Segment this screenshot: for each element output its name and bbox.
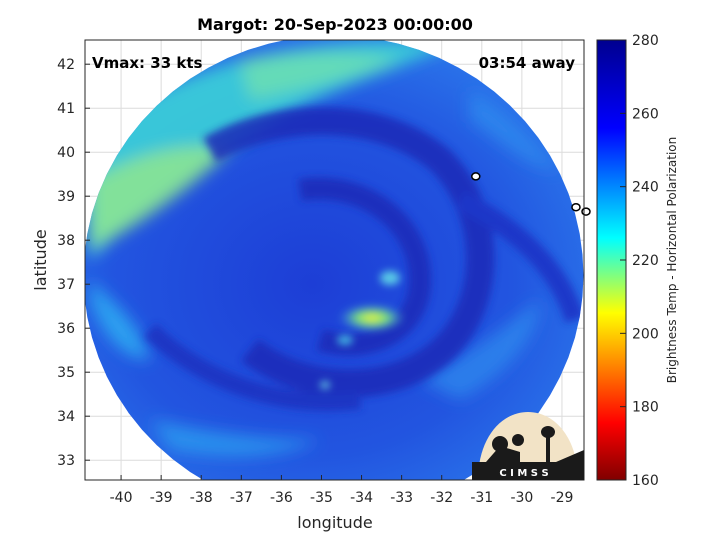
y-tick-label: 35 [57, 365, 75, 381]
island-outline [571, 202, 581, 212]
island-outline [471, 172, 481, 181]
x-tick-label: -39 [150, 490, 173, 506]
island-outlines [471, 172, 591, 216]
x-tick-label: -35 [310, 490, 333, 506]
x-tick-label: -34 [350, 490, 373, 506]
y-axis-label: latitude [31, 229, 50, 290]
x-tick-label: -29 [551, 490, 574, 506]
y-tick-label: 42 [57, 57, 75, 73]
colorbar-tick-label: 200 [632, 326, 659, 342]
y-axis-ticks: 33 34 35 36 37 38 39 40 41 42 [57, 57, 90, 469]
colorbar-tick-label: 220 [632, 253, 659, 269]
y-tick-label: 38 [57, 233, 75, 249]
x-tick-label: -36 [270, 490, 293, 506]
y-tick-label: 37 [57, 277, 75, 293]
y-tick-label: 40 [57, 145, 75, 161]
x-tick-label: -38 [190, 490, 213, 506]
x-tick-label: -40 [110, 490, 133, 506]
vmax-label: Vmax: 33 kts [92, 54, 202, 72]
y-tick-label: 33 [57, 453, 75, 469]
colorbar-tick-label: 260 [632, 106, 659, 122]
x-tick-label: -33 [390, 490, 413, 506]
x-tick-label: -31 [470, 490, 493, 506]
colorbar-tick-label: 280 [632, 33, 659, 49]
colorbar-ticks: 160 180 200 220 240 260 280 [620, 33, 659, 489]
cimss-logo-text: C I M S S [499, 468, 548, 479]
satellite-swath [85, 40, 584, 480]
x-tick-label: -37 [230, 490, 253, 506]
colorbar-label: Brightness Temp - Horizontal Polarizatio… [665, 137, 679, 384]
x-axis-ticks: -40 -39 -38 -37 -36 -35 -34 -33 -32 -31 -30 -29 [110, 475, 574, 506]
y-tick-label: 39 [57, 189, 75, 205]
y-tick-label: 34 [57, 409, 75, 425]
chart-title: Margot: 20-Sep-2023 00:00:00 [197, 15, 473, 34]
x-tick-label: -30 [510, 490, 533, 506]
colorbar-tick-label: 240 [632, 180, 659, 196]
y-tick-label: 36 [57, 321, 75, 337]
time-away-label: 03:54 away [479, 54, 576, 72]
axes-box [84, 39, 585, 481]
x-tick-label: -32 [430, 490, 453, 506]
island-outline [581, 207, 591, 216]
cimss-logo: C I M S S [472, 412, 584, 480]
y-tick-label: 41 [57, 101, 75, 117]
x-axis-label: longitude [297, 513, 372, 532]
colorbar-tick-label: 160 [632, 473, 659, 489]
colorbar: 160 180 200 220 240 260 280 Brightness Temp - … [596, 33, 679, 489]
colorbar-tick-label: 180 [632, 400, 659, 416]
